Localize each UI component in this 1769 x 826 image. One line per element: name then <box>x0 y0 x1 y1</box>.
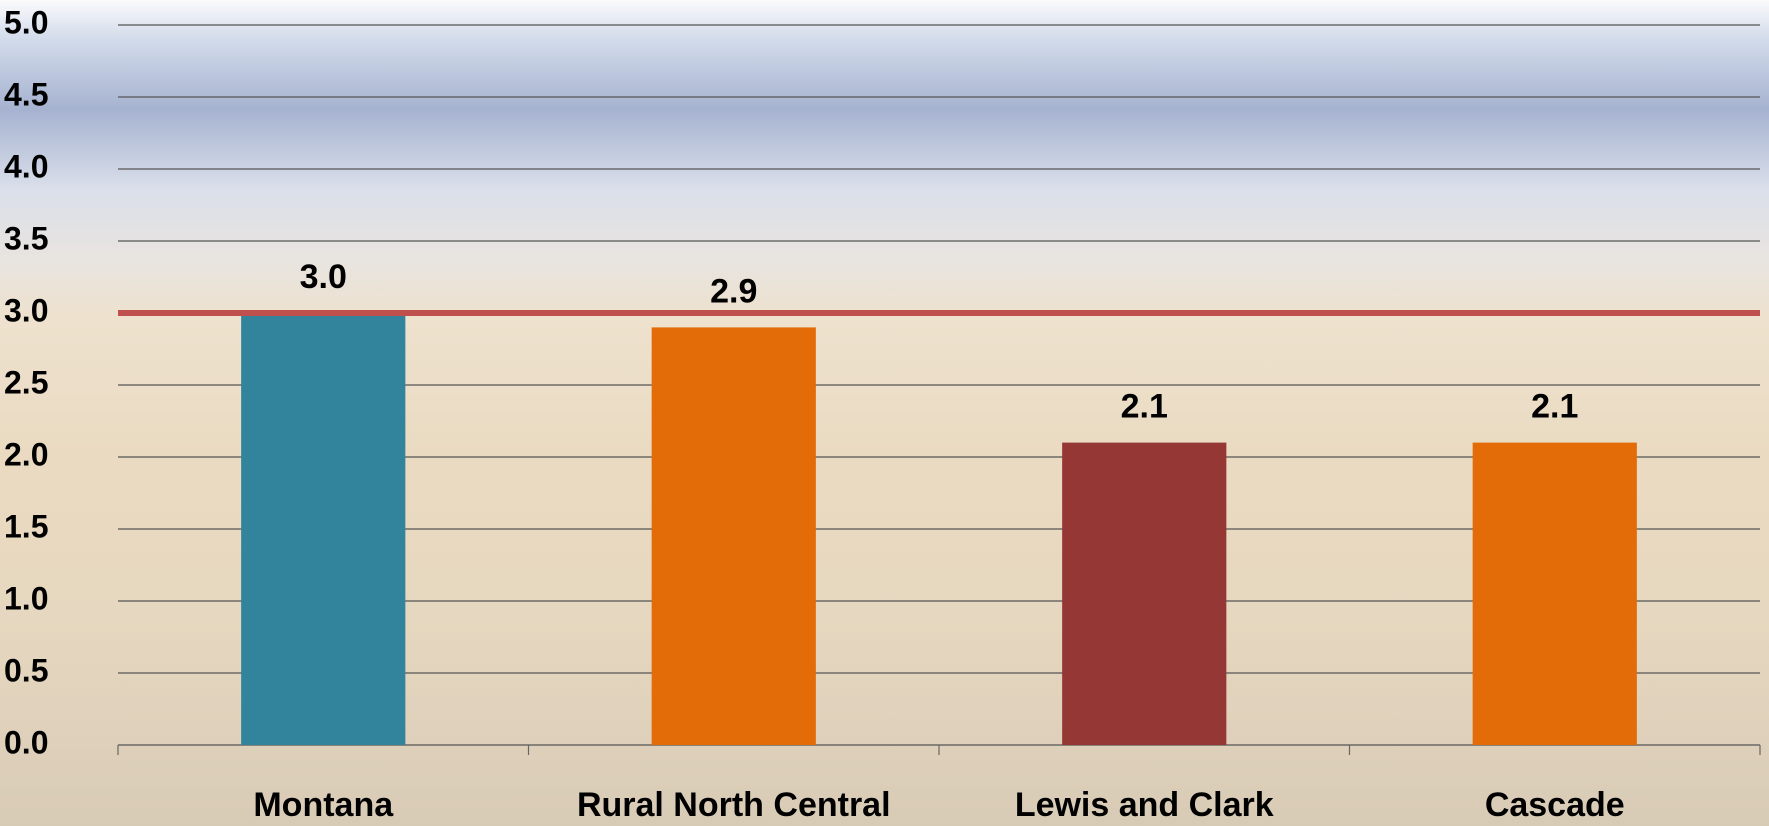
y-tick-label: 0.5 <box>4 652 48 688</box>
x-tick-label: Cascade <box>1485 786 1625 824</box>
value-label: 3.0 <box>300 258 347 296</box>
x-tick-label: Lewis and Clark <box>1015 786 1274 824</box>
bar <box>1472 442 1637 745</box>
y-tick-label: 2.0 <box>4 436 48 472</box>
value-label: 2.1 <box>1121 388 1168 426</box>
y-tick-label: 5.0 <box>4 4 48 40</box>
y-tick-label: 3.5 <box>4 220 48 256</box>
y-tick-label: 4.0 <box>4 148 48 184</box>
y-tick-label: 2.5 <box>4 364 48 400</box>
bar <box>1062 442 1227 745</box>
bar <box>241 313 406 745</box>
y-tick-label: 0.0 <box>4 724 48 760</box>
y-tick-label: 1.0 <box>4 580 48 616</box>
y-tick-label: 4.5 <box>4 76 48 112</box>
value-label: 2.1 <box>1531 388 1578 426</box>
x-tick-label: Montana <box>253 786 394 824</box>
value-label: 2.9 <box>710 272 757 310</box>
y-tick-label: 3.0 <box>4 292 48 328</box>
y-tick-label: 1.5 <box>4 508 48 544</box>
x-tick-label: Rural North Central <box>577 786 891 824</box>
bar <box>651 327 816 745</box>
